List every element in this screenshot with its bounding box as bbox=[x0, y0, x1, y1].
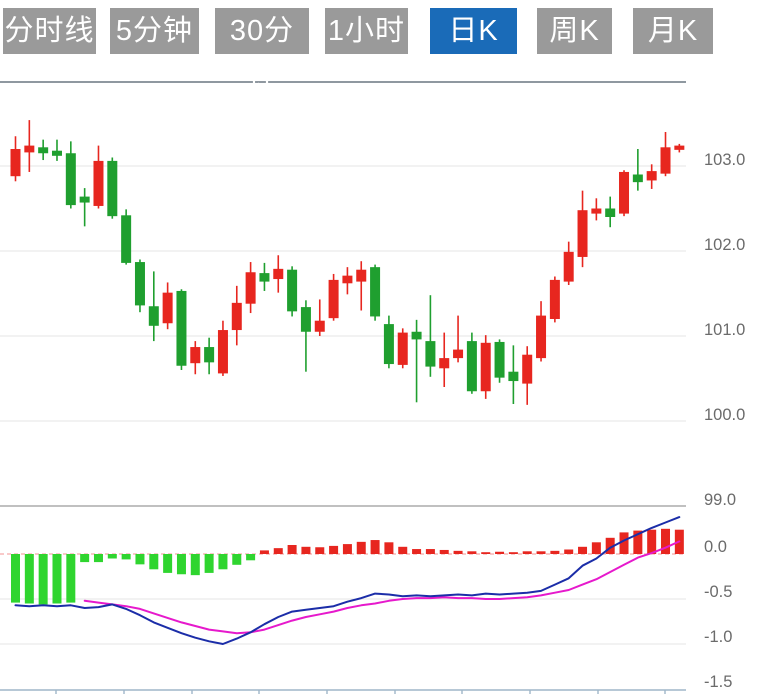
tab-1hour[interactable]: 1小时 bbox=[325, 8, 408, 54]
svg-text:101.0: 101.0 bbox=[704, 321, 745, 339]
svg-text:99.0: 99.0 bbox=[704, 491, 736, 509]
tab-5min[interactable]: 5分钟 bbox=[110, 8, 199, 54]
price-axis-labels: 103.0 102.0 101.0 100.0 99.0 bbox=[704, 151, 745, 509]
dea-line bbox=[83, 540, 681, 635]
svg-text:-1.5: -1.5 bbox=[704, 673, 732, 691]
tab-weekly-k[interactable]: 周K bbox=[537, 8, 612, 54]
svg-text:0.0: 0.0 bbox=[704, 538, 727, 556]
svg-text:-1.0: -1.0 bbox=[704, 628, 732, 646]
macd-gridlines bbox=[0, 598, 686, 645]
tab-daily-k[interactable]: 日K bbox=[430, 8, 517, 54]
tab-timeline[interactable]: 分时线 bbox=[3, 8, 96, 54]
tab-monthly-k[interactable]: 月K bbox=[633, 8, 713, 54]
svg-text:103.0: 103.0 bbox=[704, 151, 745, 169]
period-tabbar: 分时线 5分钟 30分钟 1小时 日K 周K 月K bbox=[0, 0, 762, 93]
x-axis bbox=[0, 689, 686, 694]
svg-text:-0.5: -0.5 bbox=[704, 583, 732, 601]
svg-text:100.0: 100.0 bbox=[704, 406, 745, 424]
macd-axis-labels: 0.0 -0.5 -1.0 -1.5 bbox=[704, 538, 732, 691]
pane-borders bbox=[0, 81, 686, 507]
tab-30min[interactable]: 30分钟 bbox=[215, 8, 309, 93]
dif-line bbox=[14, 516, 681, 645]
price-gridlines bbox=[0, 165, 686, 422]
svg-text:102.0: 102.0 bbox=[704, 236, 745, 254]
candles-group bbox=[10, 120, 685, 405]
macd-histogram bbox=[11, 528, 684, 605]
